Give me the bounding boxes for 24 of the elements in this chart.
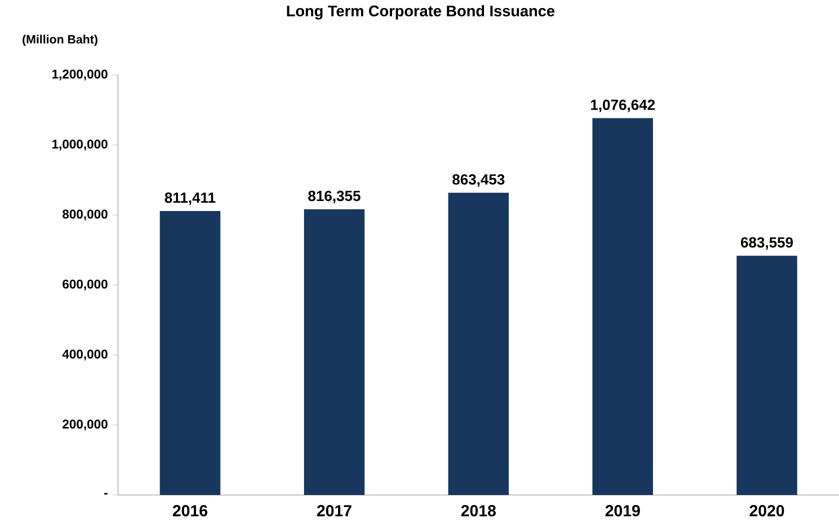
y-tick-label: 800,000 [62,210,108,220]
x-tick-label: 2020 [750,505,784,516]
y-tick-label: 400,000 [62,350,108,360]
data-label: 811,411 [164,192,216,205]
bar [736,256,798,495]
bar [160,211,220,495]
x-tick-label: 2016 [172,505,208,516]
bar [592,118,653,495]
y-tick-label: 600,000 [62,280,108,290]
bar [304,209,365,495]
data-label: 816,355 [308,190,360,204]
y-tick-label: 1,000,000 [52,140,108,150]
y-tick-label: 1,200,000 [52,70,108,80]
data-label: 683,559 [740,237,793,250]
y-tick-label: 200,000 [62,420,108,430]
bar [448,192,509,495]
data-label: 1,076,642 [591,100,655,112]
y-tick-label: - [104,492,108,494]
chart-title: Long Term Corporate Bond Issuance [287,5,554,20]
data-label: 863,453 [452,174,504,187]
y-axis-title: (Million Baht) [22,34,98,46]
x-tick-label: 2017 [317,505,352,516]
x-tick-label: 2018 [461,505,496,516]
x-tick-label: 2019 [605,505,640,516]
